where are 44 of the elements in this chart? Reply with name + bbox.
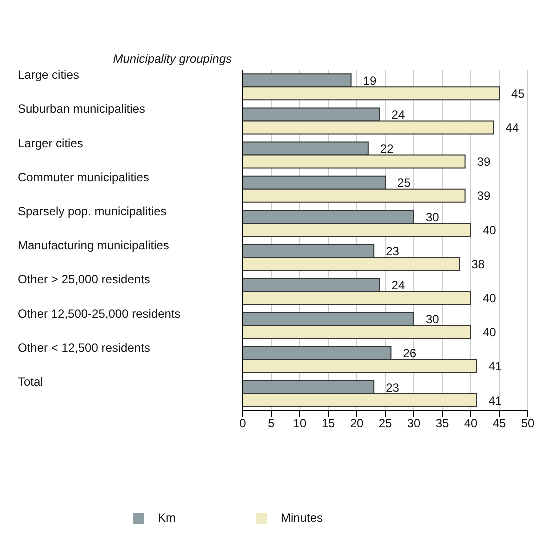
y-tick-label: Other > 25,000 residents [18, 272, 150, 287]
data-label: 25 [398, 176, 412, 190]
x-tick-label: 45 [492, 416, 506, 431]
x-tick-label: 30 [407, 416, 421, 431]
data-label: 22 [380, 142, 394, 156]
x-tick-label: 50 [521, 416, 535, 431]
x-tick-label: 10 [293, 416, 307, 431]
data-label: 30 [426, 210, 440, 224]
data-label: 40 [483, 291, 497, 306]
y-tick-label: Other 12,500-25,000 residents [18, 306, 181, 321]
y-tick-label: Commuter municipalities [18, 170, 150, 184]
data-label: 38 [472, 257, 486, 272]
data-label: 24 [392, 278, 406, 292]
legend-label: Minutes [280, 511, 324, 525]
x-tick-label: 25 [378, 416, 392, 431]
data-label: 30 [426, 312, 440, 327]
y-tick-label: Sparsely pop. municipalities [18, 204, 167, 218]
data-label: 39 [477, 189, 491, 204]
data-label: 45 [512, 86, 526, 101]
x-tick-label: 15 [322, 416, 336, 431]
x-tick-label: 40 [464, 416, 478, 431]
data-label: 23 [386, 244, 400, 258]
y-tick-label: Total [18, 374, 44, 389]
data-label: 44 [506, 120, 520, 135]
data-label: 23 [386, 380, 400, 395]
legend-label: Km [158, 511, 176, 525]
x-tick-label: 0 [240, 416, 247, 431]
data-label: 24 [392, 108, 406, 122]
x-tick-label: 35 [436, 416, 450, 431]
y-tick-label: Large cities [18, 68, 80, 82]
data-label: 19 [363, 74, 377, 88]
data-label: 41 [488, 394, 502, 408]
y-tick-label: Other < 12,500 residents [18, 340, 150, 355]
y-tick-label: Suburban municipalities [18, 102, 146, 116]
data-label: 39 [477, 155, 491, 170]
x-tick-label: 5 [268, 416, 276, 431]
data-label: 40 [483, 326, 497, 340]
data-label: 40 [483, 223, 497, 238]
x-tick-label: 20 [350, 416, 364, 431]
data-label: 26 [403, 346, 417, 361]
data-label: 41 [488, 360, 502, 374]
y-tick-label: Larger cities [18, 136, 84, 150]
y-tick-label: Manufacturing municipalities [18, 238, 170, 253]
y-axis-title: Municipality groupings [113, 52, 232, 66]
